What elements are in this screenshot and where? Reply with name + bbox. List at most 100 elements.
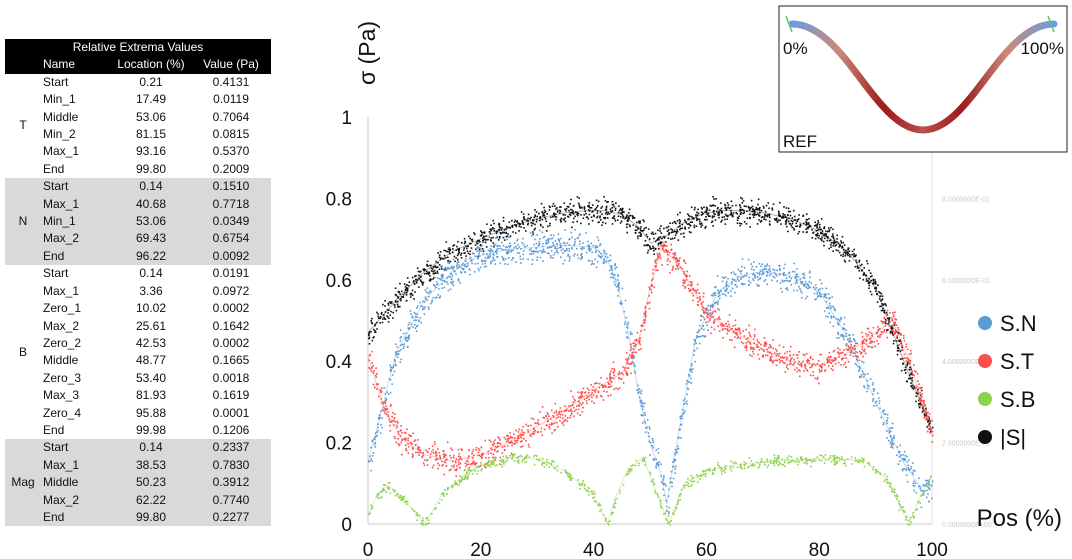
data-point: [372, 383, 375, 386]
data-point: [412, 432, 414, 435]
data-point: [863, 349, 865, 352]
data-point: [614, 501, 616, 504]
data-point: [469, 242, 471, 245]
data-point: [387, 304, 390, 306]
data-point: [705, 216, 707, 218]
data-point: [660, 245, 662, 247]
data-point: [741, 208, 744, 211]
data-point: [449, 275, 452, 278]
data-point: [705, 225, 707, 228]
data-point: [399, 344, 402, 347]
data-point: [401, 296, 403, 298]
data-point: [440, 274, 443, 277]
data-point: [777, 355, 780, 357]
data-point: [659, 227, 661, 230]
data-point: [560, 221, 562, 223]
data-point: [640, 401, 642, 404]
data-point: [756, 343, 759, 346]
data-point: [529, 434, 531, 436]
data-point: [626, 226, 628, 228]
data-point: [696, 219, 698, 222]
data-point: [467, 457, 470, 460]
data-point: [692, 480, 694, 483]
data-point: [448, 249, 451, 251]
data-point: [532, 233, 534, 235]
data-point: [579, 484, 581, 487]
data-point: [669, 477, 672, 480]
data-point: [699, 478, 701, 480]
data-point: [518, 222, 520, 225]
data-point: [620, 303, 622, 305]
data-point: [517, 460, 520, 463]
table-row: Zero_4 95.88 0.0001: [5, 405, 271, 422]
data-point: [817, 232, 819, 235]
data-point: [833, 461, 836, 464]
data-point: [554, 240, 557, 242]
data-point: [400, 297, 402, 300]
data-point: [563, 410, 566, 412]
data-point: [699, 475, 702, 477]
data-point: [766, 348, 768, 351]
data-point: [775, 219, 777, 221]
data-point: [689, 288, 692, 291]
data-point: [629, 214, 632, 217]
data-point: [675, 268, 677, 270]
data-point: [848, 334, 850, 336]
cell-value: 0.2337: [191, 439, 271, 457]
data-point: [549, 255, 552, 257]
data-point: [859, 277, 861, 280]
data-point: [838, 361, 840, 364]
data-point: [449, 252, 451, 255]
data-point: [490, 237, 493, 239]
data-point: [655, 266, 657, 268]
data-point: [801, 281, 804, 283]
data-point: [499, 262, 502, 265]
data-point: [838, 323, 840, 326]
data-point: [870, 279, 873, 282]
data-point: [749, 226, 751, 228]
data-point: [832, 235, 834, 237]
data-point: [695, 225, 698, 227]
data-point: [828, 356, 830, 358]
data-point: [925, 496, 928, 499]
data-point: [588, 206, 590, 208]
data-point: [633, 357, 635, 359]
data-point: [763, 216, 766, 219]
data-point: [711, 215, 714, 217]
data-point: [561, 422, 564, 424]
data-point: [652, 439, 654, 442]
data-point: [617, 388, 619, 390]
data-point: [653, 286, 656, 289]
data-point: [474, 244, 477, 246]
data-point: [372, 337, 374, 339]
data-point: [718, 214, 720, 217]
data-point: [516, 441, 518, 444]
data-point: [780, 287, 782, 290]
data-point: [795, 273, 797, 276]
data-point: [524, 246, 526, 248]
data-point: [550, 237, 553, 240]
data-point: [768, 220, 771, 223]
data-point: [911, 373, 913, 376]
data-point: [441, 464, 444, 467]
data-point: [463, 247, 465, 249]
data-point: [498, 223, 500, 226]
data-point: [643, 319, 646, 322]
data-point: [598, 255, 600, 258]
cell-location: 69.43: [111, 230, 191, 248]
data-point: [637, 235, 639, 237]
data-point: [784, 371, 787, 373]
data-point: [457, 280, 460, 282]
data-point: [887, 323, 889, 325]
data-point: [396, 346, 399, 348]
data-point: [846, 253, 849, 256]
data-point: [766, 271, 769, 273]
data-point: [872, 346, 874, 349]
data-point: [385, 397, 387, 400]
data-point: [497, 450, 499, 452]
data-point: [532, 219, 534, 221]
data-point: [872, 382, 874, 384]
data-point: [670, 470, 673, 473]
data-point: [926, 485, 929, 488]
data-point: [457, 258, 459, 261]
